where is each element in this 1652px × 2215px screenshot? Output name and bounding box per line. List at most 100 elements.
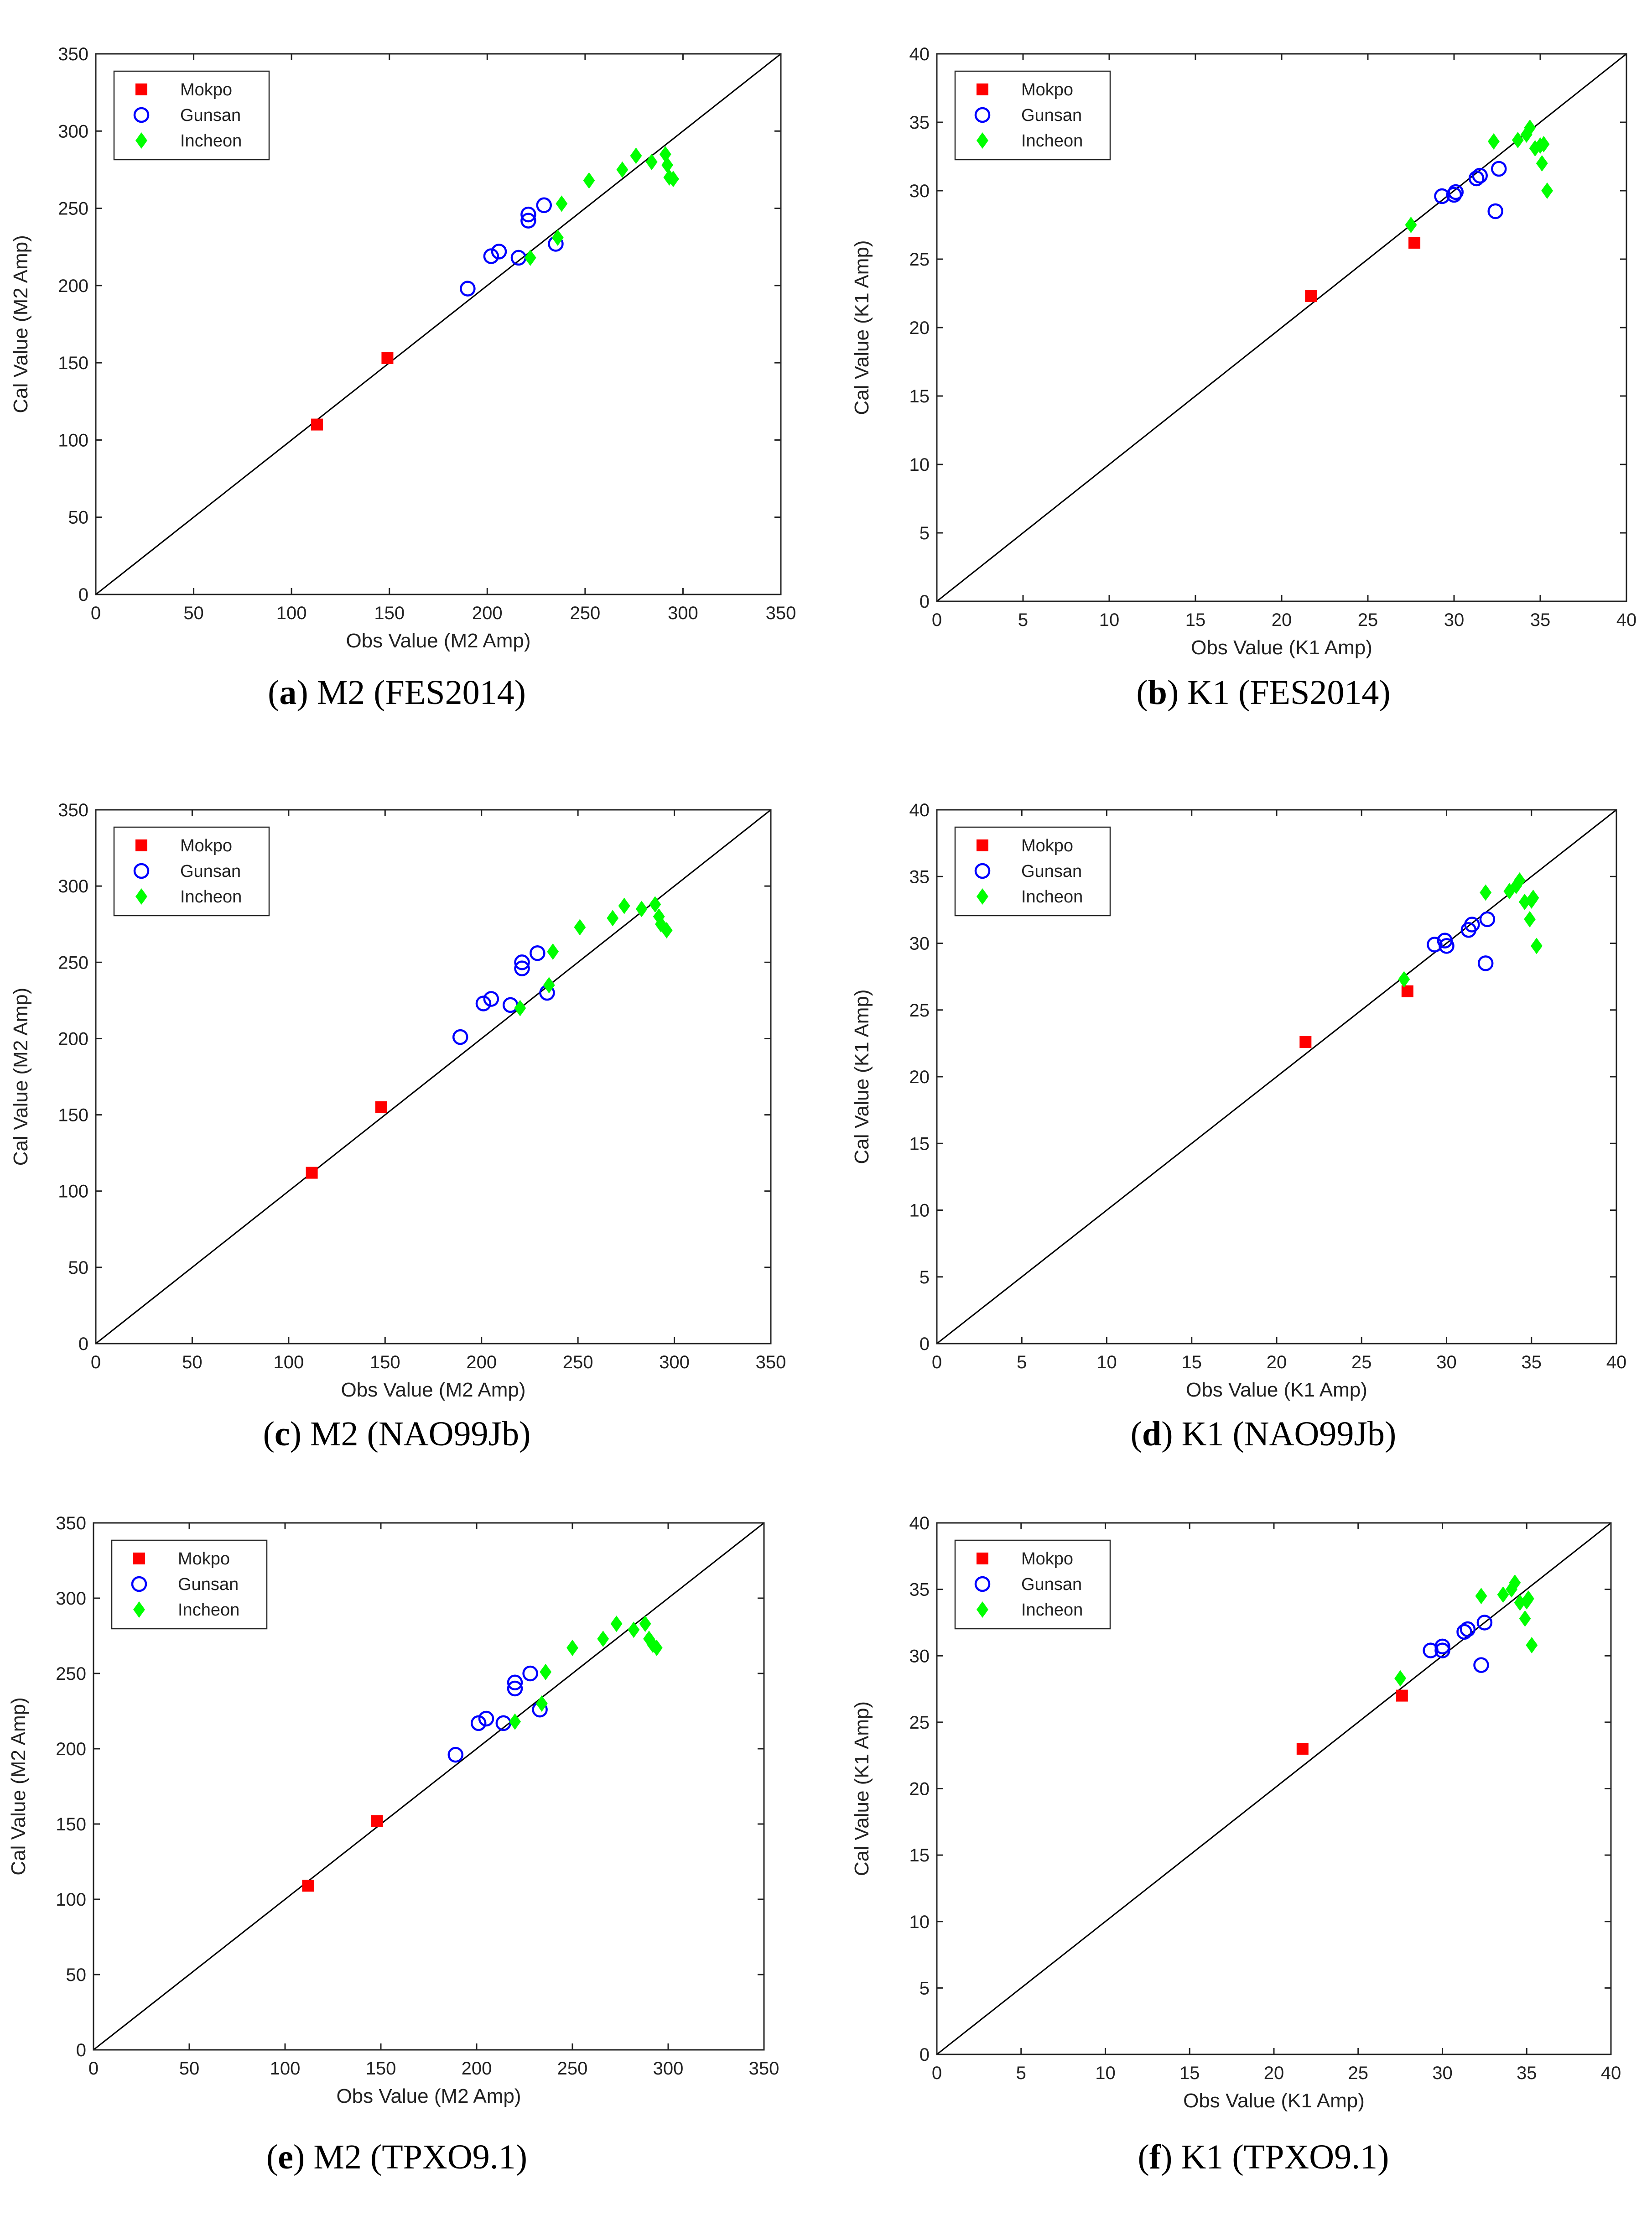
legend-label-gunsan: Gunsan [1021,1575,1082,1594]
data-point-incheon [660,922,673,939]
legend-label-mokpo: Mokpo [1021,1549,1073,1569]
legend-marker-mokpo [977,839,988,851]
y-tick-label: 25 [909,1713,930,1733]
data-point-gunsan [1434,188,1450,204]
legend-label-mokpo: Mokpo [180,836,232,855]
x-tick-label: 35 [1522,1352,1542,1372]
y-tick-label: 300 [58,876,88,896]
y-axis-label: Cal Value (M2 Amp) [7,1697,30,1875]
x-tick-label: 100 [276,603,307,623]
data-point-gunsan [1456,1624,1472,1640]
x-tick-label: 100 [273,1352,304,1372]
x-tick-label: 0 [91,1352,101,1372]
x-tick-label: 0 [932,1352,942,1372]
data-point-incheon [630,147,642,164]
x-tick-label: 250 [570,603,600,623]
y-tick-label: 350 [56,1513,86,1533]
y-tick-label: 0 [920,1334,930,1354]
caption-letter: f [1149,2138,1161,2176]
data-point-mokpo [1401,985,1413,997]
x-tick-label: 0 [932,2063,942,2083]
legend-marker-incheon [977,1601,988,1618]
legend-marker-gunsan [974,1576,991,1592]
data-point-gunsan [452,1029,468,1045]
data-point-incheon [1509,1574,1521,1591]
caption-letter: c [274,1415,290,1453]
x-tick-label: 50 [179,2059,200,2079]
data-point-incheon [1518,893,1531,910]
y-tick-label: 100 [56,1890,86,1910]
x-tick-label: 40 [1606,1352,1627,1372]
data-point-incheon [583,172,595,189]
caption-c: (c) M2 (NAO99Jb) [263,1414,531,1454]
x-tick-label: 40 [1616,610,1637,630]
data-point-gunsan [520,213,536,229]
y-tick-label: 20 [909,1779,930,1799]
data-point-gunsan [520,206,536,223]
series-incheon [1405,120,1553,233]
caption-e: (e) M2 (TPXO9.1) [266,2137,527,2177]
chart-b: 0 5 10 15 20 25 30 35 40 0 5 10 15 20 25 30 35 40 Obs Valu… [851,44,1637,659]
x-tick-label: 300 [659,1352,690,1372]
y-tick-label: 30 [909,1646,930,1666]
data-point-gunsan [1446,187,1462,203]
x-tick-label: 300 [668,603,698,623]
x-tick-label: 10 [1099,610,1120,630]
x-tick-label: 200 [466,1352,497,1372]
legend-label-mokpo: Mokpo [1021,80,1073,99]
caption-letter: a [279,673,297,712]
data-point-gunsan [1439,938,1455,954]
x-tick-label: 5 [1016,2063,1026,2083]
x-tick-label: 5 [1018,610,1028,630]
chart-d: 0 5 10 15 20 25 30 35 40 0 5 10 15 20 25 30 35 40 Obs Valu… [851,800,1627,1401]
x-axis-label: Obs Value (K1 Amp) [1186,1379,1367,1401]
x-tick-label: 30 [1432,2063,1453,2083]
y-tick-label: 25 [909,250,930,270]
caption-d: (d) K1 (NAO99Jb) [1131,1414,1397,1454]
series-mokpo [302,1815,383,1892]
data-point-incheon [1506,1581,1517,1598]
caption-letter: d [1142,1415,1162,1453]
data-point-incheon [1497,1586,1509,1603]
data-point-gunsan [1464,917,1480,933]
data-point-incheon [1536,155,1548,172]
x-tick-label: 50 [182,1352,203,1372]
data-point-incheon [556,195,568,212]
legend-label-gunsan: Gunsan [1021,106,1082,125]
caption-text: K1 (FES2014) [1187,673,1391,712]
x-tick-label: 30 [1444,610,1465,630]
data-point-gunsan [522,1665,538,1682]
x-tick-label: 0 [932,610,942,630]
x-tick-label: 200 [472,603,503,623]
data-point-incheon [649,896,661,913]
legend: Mokpo Gunsan Incheon [954,1539,1111,1630]
caption-paren: ) [1161,1415,1182,1453]
data-point-gunsan [491,244,507,260]
reference-line [936,809,1617,1345]
x-axis-label: Obs Value (M2 Amp) [341,1379,525,1401]
x-tick-label: 40 [1601,2063,1621,2083]
data-point-incheon [1524,911,1536,928]
y-tick-label: 35 [909,1580,930,1600]
x-tick-label: 200 [462,2059,492,2079]
chart-e: 0 50 100 150 200 250 300 350 0 50 100 150 200 250 300 3… [7,1513,779,2107]
data-point-gunsan [1460,1621,1476,1637]
y-tick-label: 200 [58,276,88,296]
data-point-incheon [628,1621,640,1638]
y-tick-label: 0 [78,1334,88,1354]
x-tick-label: 350 [756,1352,786,1372]
legend: Mokpo Gunsan Incheon [113,826,270,917]
data-point-gunsan [1427,937,1443,953]
legend-label-incheon: Incheon [1021,887,1083,907]
data-point-incheon [667,171,679,188]
data-point-gunsan [460,281,476,297]
data-point-incheon [535,1695,548,1712]
data-point-gunsan [507,1674,523,1691]
data-point-incheon [509,1713,521,1730]
y-tick-label: 200 [58,1029,88,1049]
data-point-incheon [1480,884,1492,901]
y-tick-label: 50 [68,1258,89,1278]
data-point-incheon [574,919,586,936]
data-point-incheon [524,249,536,266]
